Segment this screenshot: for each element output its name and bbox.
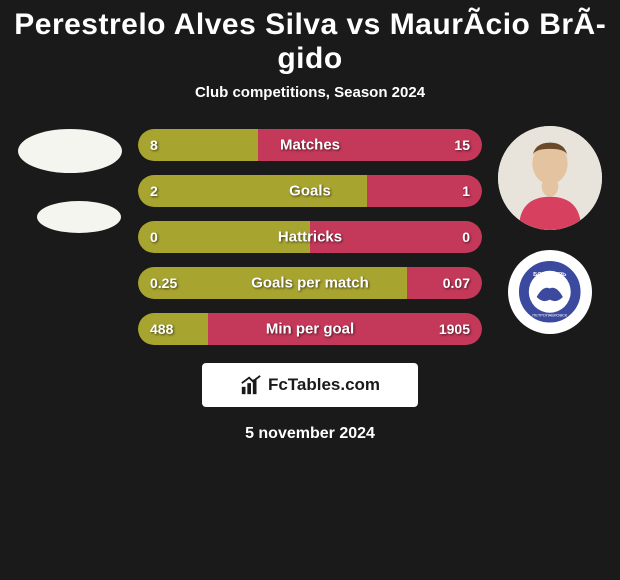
branding-text: FcTables.com	[268, 375, 380, 395]
bar-label: Matches	[280, 137, 340, 154]
bar-chart-icon	[240, 374, 262, 396]
bar-value-right: 0	[462, 229, 470, 245]
svg-text:ПЕТРОПАВЛОВСК: ПЕТРОПАВЛОВСК	[533, 313, 568, 318]
bar-value-left: 0.25	[150, 275, 177, 291]
svg-text:БОГАТЫРЬ: БОГАТЫРЬ	[533, 272, 567, 278]
bar-value-left: 488	[150, 321, 173, 337]
stat-bar: Goals 2 1	[138, 175, 482, 207]
bar-label: Min per goal	[266, 321, 354, 338]
left-club-badge-placeholder	[37, 201, 121, 233]
page-title: Perestrelo Alves Silva vs MaurÃ­cio BrÃ­…	[0, 0, 620, 80]
bar-value-left: 8	[150, 137, 158, 153]
right-player-column: БОГАТЫРЬ ПЕТРОПАВЛОВСК	[490, 121, 610, 334]
bar-label: Goals	[289, 183, 331, 200]
bar-value-left: 2	[150, 183, 158, 199]
stat-bar: Matches 8 15	[138, 129, 482, 161]
date-label: 5 november 2024	[0, 407, 620, 461]
right-club-badge: БОГАТЫРЬ ПЕТРОПАВЛОВСК	[508, 250, 592, 334]
bar-value-right: 15	[454, 137, 470, 153]
left-player-avatar-placeholder	[18, 129, 122, 173]
stat-bar: Min per goal 488 1905	[138, 313, 482, 345]
stat-bars: Matches 8 15 Goals 2 1 Hattricks 0 0 Goals per ma…	[130, 121, 490, 345]
bar-label: Goals per match	[251, 275, 369, 292]
club-crest-icon: БОГАТЫРЬ ПЕТРОПАВЛОВСК	[517, 259, 583, 325]
stat-bar: Goals per match 0.25 0.07	[138, 267, 482, 299]
player-photo-icon	[498, 126, 602, 230]
bar-left-fill	[138, 175, 367, 207]
branding-badge[interactable]: FcTables.com	[202, 363, 418, 407]
stat-bar: Hattricks 0 0	[138, 221, 482, 253]
content-row: Matches 8 15 Goals 2 1 Hattricks 0 0 Goals per ma…	[0, 121, 620, 345]
bar-value-right: 1905	[439, 321, 470, 337]
left-player-column	[10, 121, 130, 233]
bar-label: Hattricks	[278, 229, 342, 246]
bar-value-right: 1	[462, 183, 470, 199]
bar-value-right: 0.07	[443, 275, 470, 291]
comparison-card: Perestrelo Alves Silva vs MaurÃ­cio BrÃ­…	[0, 0, 620, 461]
right-player-avatar	[498, 126, 602, 230]
subtitle: Club competitions, Season 2024	[0, 80, 620, 121]
bar-value-left: 0	[150, 229, 158, 245]
